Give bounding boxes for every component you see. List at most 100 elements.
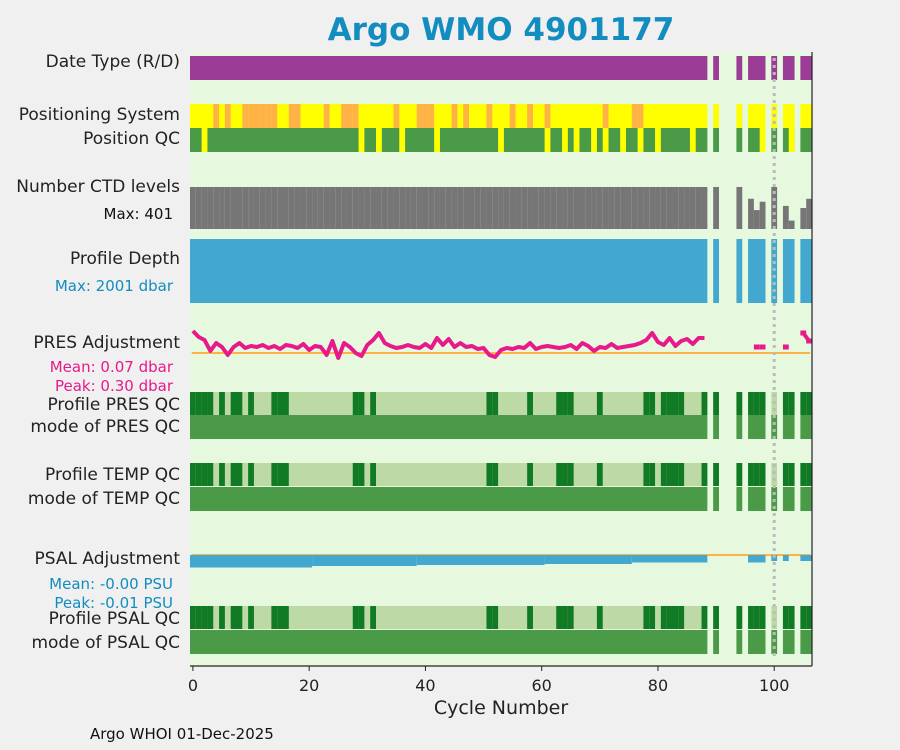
psal-profile-qc-cell	[567, 606, 574, 629]
position-qc-flag-cell	[434, 128, 440, 152]
psal-profile-qc-cell	[236, 606, 243, 629]
psal-adjustment-bar	[416, 555, 545, 565]
pres-profile-qc-cell	[236, 392, 243, 415]
temp-profile-qc-cell	[562, 463, 568, 486]
psal-adjustment-bar	[782, 555, 789, 561]
ctd-levels-bar	[253, 187, 260, 229]
position-qc-flag-cell	[591, 128, 597, 152]
temp-profile-qc-cell	[271, 463, 278, 486]
ctd-levels-bar	[393, 187, 400, 229]
date-type-bar	[782, 56, 795, 80]
psal-profile-qc-cell	[248, 606, 254, 629]
x-tick-label: 0	[188, 676, 198, 695]
pres-profile-qc-cell	[736, 392, 743, 415]
ctd-levels-bar	[620, 187, 626, 229]
ctd-levels-bar	[416, 187, 423, 229]
temp-profile-qc-cell	[248, 463, 254, 486]
ctd-levels-bar	[591, 187, 597, 229]
psal-profile-qc-cell	[649, 606, 656, 629]
temp-mode-qc-bar	[782, 487, 795, 511]
ctd-levels-bar	[631, 187, 638, 229]
ctd-levels-bar	[806, 198, 812, 229]
temp-profile-qc-cell	[643, 463, 650, 486]
temp-profile-qc-cell	[806, 463, 812, 486]
profile-depth-bar	[190, 239, 708, 303]
psal-profile-qc-cell	[230, 606, 237, 629]
ctd-levels-bar	[596, 187, 603, 229]
ctd-levels-bar	[358, 187, 365, 229]
pres-mode-qc-bar	[771, 415, 778, 439]
pres-profile-qc-cell	[248, 392, 254, 415]
temp-profile-qc-cell	[649, 463, 656, 486]
label-mode-pres-qc: mode of PRES QC	[30, 417, 180, 437]
label-profile-psal-qc: Profile PSAL QC	[48, 609, 180, 629]
positioning-gps-bar	[800, 104, 812, 128]
ctd-levels-bar	[428, 187, 435, 229]
positioning-argos-cell	[486, 104, 493, 128]
pres-profile-qc-cell	[201, 392, 208, 415]
pres-profile-qc-cell	[788, 392, 795, 415]
position-qc-flag-cell	[562, 128, 568, 152]
positioning-argos-cell	[265, 104, 272, 128]
ctd-levels-bar	[422, 187, 429, 229]
positioning-argos-cell	[428, 104, 435, 128]
x-tick-label: 20	[299, 676, 319, 695]
ctd-levels-bar	[346, 187, 353, 229]
footer-text: Argo WHOI 01-Dec-2025	[90, 725, 274, 743]
ctd-levels-bar	[509, 187, 516, 229]
positioning-argos-cell	[259, 104, 266, 128]
pres-profile-qc-cell	[800, 392, 807, 415]
ctd-levels-bar	[492, 187, 499, 229]
ctd-levels-bar	[655, 187, 661, 229]
ctd-levels-bar	[498, 187, 504, 229]
ctd-levels-bar	[259, 187, 266, 229]
ctd-levels-bar	[527, 187, 533, 229]
ctd-levels-bar	[713, 187, 719, 229]
psal-profile-qc-cell	[190, 606, 196, 629]
x-axis-label: Cycle Number	[433, 697, 569, 719]
psal-profile-qc-cell	[660, 606, 667, 629]
temp-profile-qc-cell	[660, 463, 667, 486]
temp-profile-qc-cell	[596, 463, 603, 486]
label-position-qc: Position QC	[83, 129, 180, 149]
ctd-levels-bar	[451, 187, 458, 229]
ctd-levels-bar	[329, 187, 336, 229]
ctd-levels-bar	[684, 187, 690, 229]
ctd-levels-bar	[300, 187, 307, 229]
pres-profile-qc-cell	[207, 392, 214, 415]
profile-depth-bar	[713, 239, 719, 303]
temp-mode-qc-bar	[800, 487, 812, 511]
positioning-argos-cell	[253, 104, 260, 128]
ctd-levels-bar	[544, 187, 551, 229]
psal-profile-qc-cell	[788, 606, 795, 629]
ctd-levels-bar	[695, 187, 702, 229]
ctd-levels-bar	[201, 187, 208, 229]
psal-profile-qc-cell	[370, 606, 377, 629]
psal-profile-qc-cell	[486, 606, 493, 629]
pres-profile-qc-cell	[782, 392, 789, 415]
position-qc-flag-cell	[602, 128, 609, 152]
pres-profile-qc-cell	[666, 392, 673, 415]
positioning-argos-cell	[416, 104, 423, 128]
pres-mode-qc-bar	[713, 415, 719, 439]
ctd-levels-bar	[759, 201, 766, 229]
pres-adjustment-segment	[801, 331, 811, 343]
temp-profile-qc-cell	[788, 463, 795, 486]
profile-depth-bar	[782, 239, 795, 303]
psal-profile-qc-cell	[759, 606, 766, 629]
psal-profile-qc-cell	[678, 606, 685, 629]
pres-profile-qc-cell	[190, 392, 196, 415]
ctd-levels-bar	[748, 198, 754, 229]
ctd-levels-bar	[195, 187, 202, 229]
psal-adjustment-bar	[190, 555, 313, 568]
temp-profile-qc-cell	[666, 463, 673, 486]
psal-profile-qc-cell	[556, 606, 563, 629]
pres-profile-qc-cell	[678, 392, 685, 415]
pres-profile-qc-cell	[230, 392, 237, 415]
pres-profile-qc-bar	[190, 392, 708, 415]
ctd-levels-bar	[190, 187, 196, 229]
position-qc-flag-cell	[544, 128, 551, 152]
ctd-levels-bar	[573, 187, 580, 229]
positioning-argos-cell	[637, 104, 644, 128]
